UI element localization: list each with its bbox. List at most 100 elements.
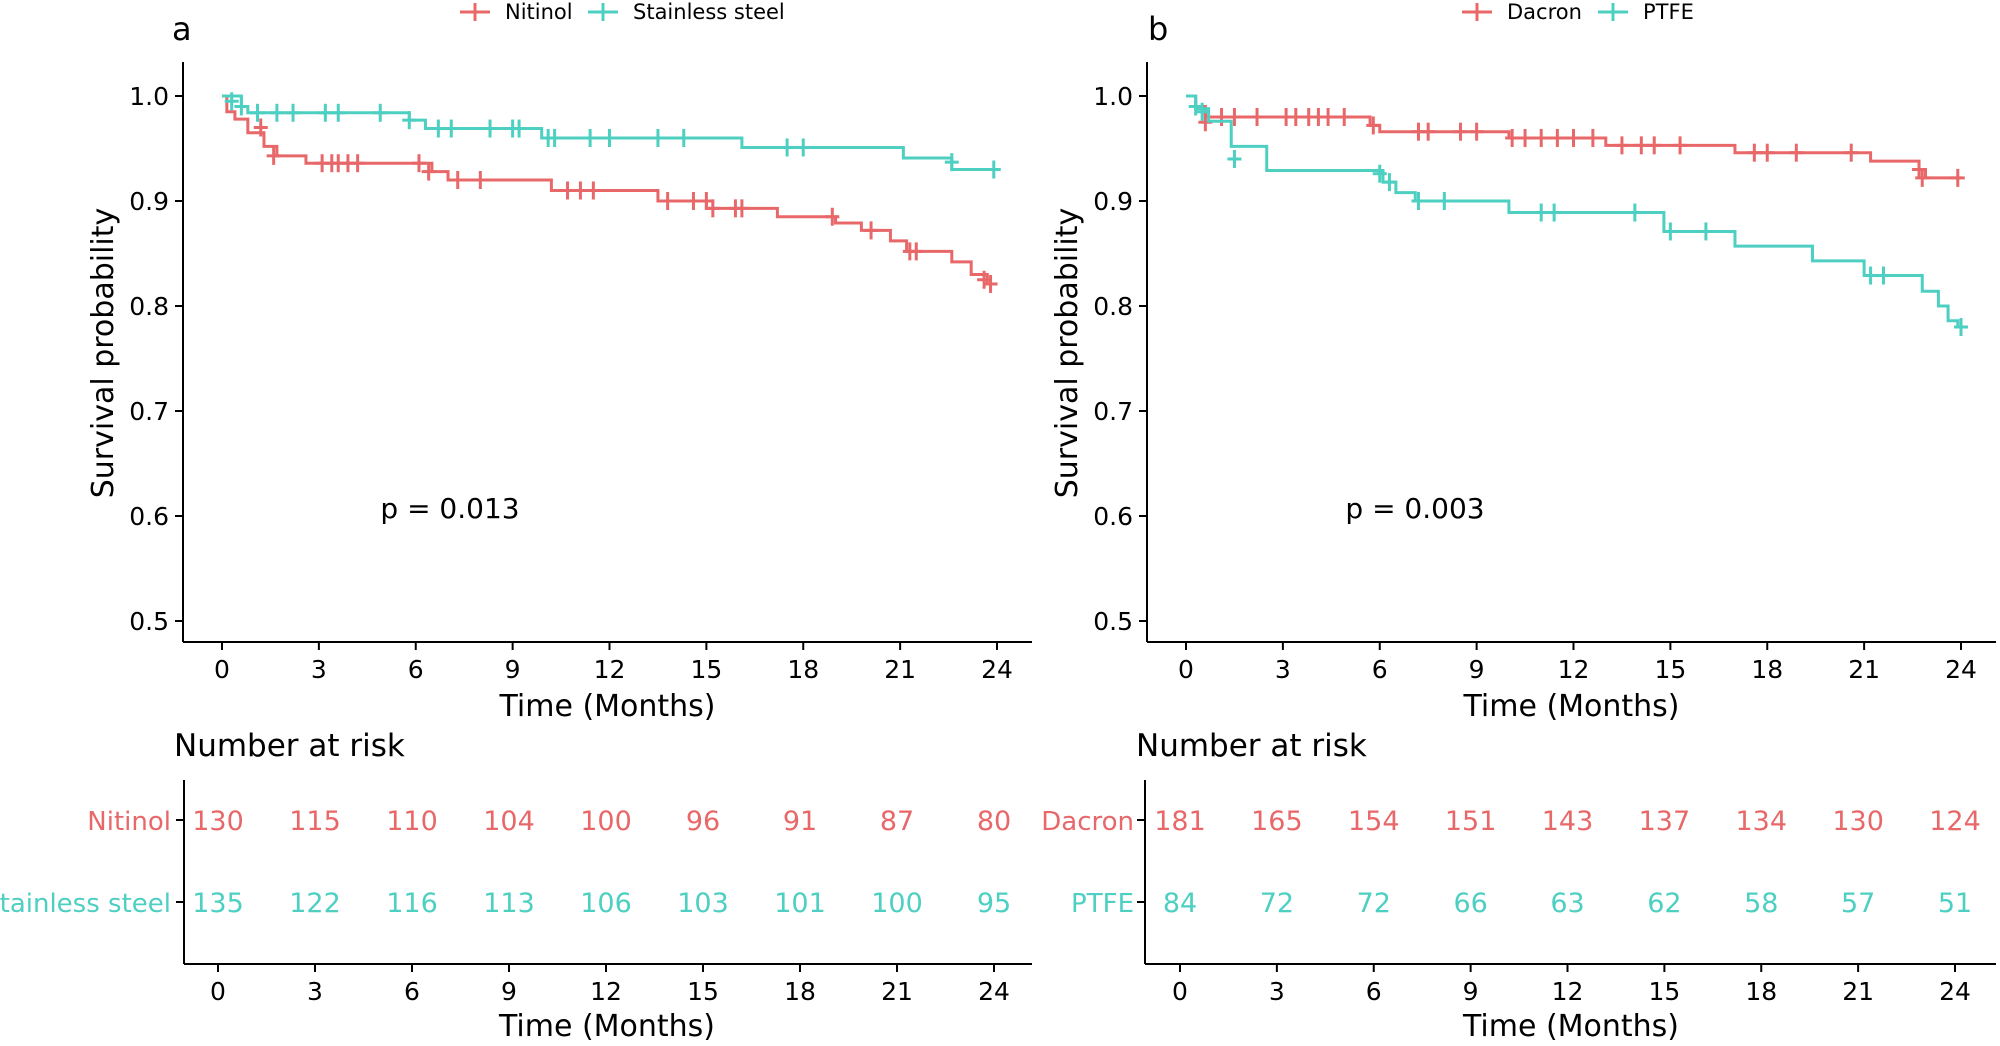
risk-table: Number at risk Dacron 181 165 154 151 143 137 13… <box>1041 728 1996 1044</box>
censor-mark <box>796 138 811 157</box>
censor-mark <box>1382 173 1397 192</box>
x-axis-title: Time (Months) <box>1462 689 1679 724</box>
risk-count: 101 <box>774 888 826 919</box>
censor-mark <box>1421 122 1436 141</box>
censor-mark <box>1366 116 1381 135</box>
censor-mark <box>909 242 924 261</box>
censor-mark <box>1863 266 1878 285</box>
survival-curve <box>222 94 997 286</box>
x-tick-label: 15 <box>1654 655 1686 684</box>
risk-count: 181 <box>1154 806 1206 837</box>
censor-mark <box>1518 129 1533 147</box>
p-value: p = 0.003 <box>1345 492 1484 525</box>
censor-mark <box>573 181 588 200</box>
censor-mark <box>547 129 562 147</box>
x-tick-label: 24 <box>1945 655 1977 684</box>
risk-count: 87 <box>880 806 914 837</box>
x-tick-label: 18 <box>787 655 819 684</box>
legend-label: Stainless steel <box>633 0 785 24</box>
x-tick-label: 24 <box>981 655 1013 684</box>
risk-count: 63 <box>1550 888 1584 919</box>
censor-mark <box>1954 318 1968 336</box>
risk-count: 57 <box>1841 888 1875 919</box>
censor-mark <box>266 146 281 165</box>
censor-mark <box>444 119 459 138</box>
censor-mark <box>421 162 436 181</box>
risk-x-tick-label: 18 <box>784 977 816 1006</box>
censor-mark <box>1547 203 1562 222</box>
censor-mark <box>1698 222 1713 241</box>
risk-group-label: Stainless steel <box>0 889 171 919</box>
x-tick-label: 9 <box>1469 655 1485 684</box>
survival-curve <box>1186 94 1961 329</box>
risk-table-title: Number at risk <box>1136 728 1367 764</box>
censor-mark <box>318 103 333 122</box>
p-value: p = 0.013 <box>380 492 519 525</box>
censor-mark <box>1227 108 1242 126</box>
censor-mark <box>1566 129 1581 147</box>
censor-mark <box>1372 164 1387 183</box>
censor-mark <box>1915 168 1930 187</box>
censor-mark <box>1760 143 1775 162</box>
panel-letter: a <box>172 10 192 48</box>
x-tick-label: 15 <box>690 655 722 684</box>
legend-entry: Stainless steel <box>588 0 785 24</box>
risk-count: 165 <box>1251 806 1303 837</box>
censor-mark <box>1469 122 1484 141</box>
y-axis-title: Survival probability <box>86 208 121 499</box>
risk-count: 103 <box>677 888 729 919</box>
legend-entry: Nitinol <box>460 0 573 24</box>
legend-label: Nitinol <box>505 0 573 24</box>
x-tick-label: 3 <box>1275 655 1291 684</box>
y-axis-title: Survival probability <box>1050 208 1085 499</box>
censor-mark <box>864 221 879 240</box>
censor-mark <box>1437 192 1452 210</box>
y-tick-label: 0.5 <box>1093 607 1133 636</box>
x-tick-label: 21 <box>884 655 916 684</box>
risk-count: 110 <box>386 806 438 837</box>
censor-mark <box>286 103 301 122</box>
risk-count: 113 <box>483 888 535 919</box>
censor-mark <box>350 154 365 173</box>
y-tick-label: 0.8 <box>1093 292 1133 321</box>
risk-x-tick-label: 0 <box>210 977 226 1006</box>
panel-letter: b <box>1148 10 1168 48</box>
censor-mark <box>1250 108 1265 126</box>
censor-mark <box>1673 136 1688 155</box>
risk-count: 104 <box>483 806 535 837</box>
risk-count: 72 <box>1357 888 1391 919</box>
censor-mark <box>431 119 446 138</box>
censor-mark <box>483 119 498 138</box>
series-stainless-steel <box>222 92 1001 179</box>
risk-count: 130 <box>1832 806 1884 837</box>
risk-count: 134 <box>1735 806 1787 837</box>
y-tick-label: 0.6 <box>1093 502 1133 531</box>
censor-mark <box>1505 129 1520 147</box>
risk-group-label: PTFE <box>1071 889 1134 919</box>
censor-mark <box>660 192 675 210</box>
censor-mark <box>473 171 488 189</box>
censor-mark <box>1337 108 1352 126</box>
censor-mark <box>1747 143 1762 162</box>
censor-mark <box>373 103 388 122</box>
risk-count: 84 <box>1163 888 1197 919</box>
risk-x-axis-title: Time (Months) <box>1462 1009 1679 1044</box>
censor-mark <box>402 111 417 130</box>
risk-x-tick-label: 24 <box>1939 977 1971 1006</box>
censor-mark <box>583 129 598 147</box>
risk-count: 122 <box>289 888 341 919</box>
series-dacron <box>1186 94 1965 187</box>
risk-count: 100 <box>871 888 923 919</box>
y-tick-label: 1.0 <box>1093 82 1133 111</box>
censor-mark <box>450 171 465 189</box>
risk-x-tick-label: 0 <box>1172 977 1188 1006</box>
x-tick-label: 6 <box>408 655 424 684</box>
censor-mark <box>1844 143 1859 162</box>
x-axis-title: Time (Months) <box>498 689 715 724</box>
censor-mark <box>1585 129 1600 147</box>
risk-group-label: Dacron <box>1041 807 1134 837</box>
censor-mark <box>1321 108 1336 126</box>
censor-mark <box>1453 122 1468 141</box>
risk-x-tick-label: 15 <box>687 977 719 1006</box>
censor-mark <box>1534 129 1549 147</box>
